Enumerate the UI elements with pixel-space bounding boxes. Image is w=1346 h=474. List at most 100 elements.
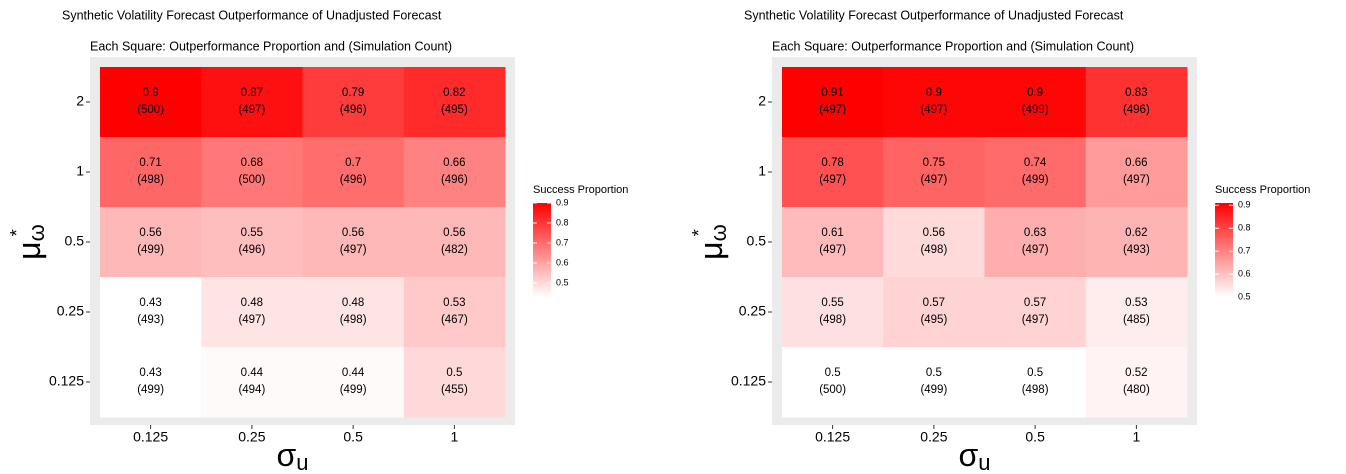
cell-value: 0.5 bbox=[825, 367, 841, 379]
cell-value: 0.91 bbox=[821, 87, 843, 99]
y-tick-label: 0.5 bbox=[65, 233, 85, 249]
cell-value: 0.61 bbox=[821, 227, 843, 239]
cell-count: (497) bbox=[238, 104, 265, 116]
cell-count: (498) bbox=[137, 174, 164, 186]
heat-cell bbox=[403, 67, 506, 138]
cell-count: (496) bbox=[238, 244, 265, 256]
cell-value: 0.56 bbox=[443, 227, 465, 239]
cell-value: 0.66 bbox=[443, 157, 465, 169]
cell-count: (499) bbox=[340, 384, 367, 396]
x-tick-label: 0.125 bbox=[133, 429, 168, 445]
legend-tick-label: 0.9 bbox=[1238, 200, 1251, 210]
y-tick-label: 2 bbox=[758, 93, 766, 109]
cell-value: 0.79 bbox=[342, 87, 364, 99]
heat-cell bbox=[201, 207, 303, 278]
cell-value: 0.56 bbox=[342, 227, 364, 239]
cell-count: (498) bbox=[340, 314, 367, 326]
cell-count: (495) bbox=[920, 314, 947, 326]
cell-count: (496) bbox=[441, 174, 468, 186]
legend-title: Success Proportion bbox=[533, 184, 628, 196]
x-tick-label: 0.25 bbox=[238, 429, 265, 445]
heat-cell bbox=[201, 347, 303, 418]
y-tick-label: 1 bbox=[76, 163, 84, 179]
cell-value: 0.83 bbox=[1125, 87, 1147, 99]
x-axis-label-main: σ bbox=[959, 437, 979, 473]
heat-cell bbox=[782, 277, 884, 348]
y-tick-label: 2 bbox=[76, 93, 84, 109]
cell-value: 0.9 bbox=[926, 87, 942, 99]
cell-value: 0.68 bbox=[241, 157, 263, 169]
x-tick-label: 1 bbox=[1132, 429, 1140, 445]
heat-cell bbox=[782, 67, 884, 138]
cell-count: (455) bbox=[441, 384, 468, 396]
heat-cell bbox=[100, 347, 202, 418]
heat-cell bbox=[100, 207, 202, 278]
cell-count: (500) bbox=[238, 174, 265, 186]
heat-cell bbox=[984, 67, 1087, 138]
heat-cell bbox=[1085, 137, 1188, 208]
heat-cell bbox=[302, 207, 405, 278]
y-tick-label: 1 bbox=[758, 163, 766, 179]
heat-cell bbox=[302, 137, 405, 208]
cell-value: 0.48 bbox=[342, 297, 364, 309]
cell-value: 0.56 bbox=[139, 227, 161, 239]
cell-value: 0.5 bbox=[446, 367, 462, 379]
cell-value: 0.75 bbox=[923, 157, 945, 169]
heat-cell bbox=[782, 347, 884, 418]
cell-count: (499) bbox=[920, 384, 947, 396]
heat-cell bbox=[984, 347, 1087, 418]
chart-subtitle: Each Square: Outperformance Proportion a… bbox=[772, 39, 1134, 53]
heat-cell bbox=[883, 347, 985, 418]
y-axis-label-main: μ bbox=[693, 241, 729, 259]
cell-count: (493) bbox=[137, 314, 164, 326]
heat-cell bbox=[1085, 277, 1188, 348]
cell-count: (498) bbox=[819, 314, 846, 326]
x-axis-label-sub: u bbox=[978, 450, 990, 474]
cell-count: (498) bbox=[920, 244, 947, 256]
heat-cell bbox=[302, 347, 405, 418]
cell-value: 0.43 bbox=[139, 367, 161, 379]
x-tick-label: 0.25 bbox=[920, 429, 947, 445]
cell-value: 0.44 bbox=[342, 367, 365, 379]
cell-value: 0.53 bbox=[443, 297, 465, 309]
x-axis-label: σu bbox=[277, 437, 309, 474]
y-axis-label: μω* bbox=[7, 224, 49, 260]
x-tick-label: 0.125 bbox=[815, 429, 850, 445]
cell-count: (485) bbox=[1123, 314, 1150, 326]
cell-value: 0.48 bbox=[241, 297, 263, 309]
legend-tick-label: 0.8 bbox=[556, 217, 569, 227]
legend-tick-label: 0.8 bbox=[1238, 223, 1251, 233]
cell-value: 0.62 bbox=[1125, 227, 1147, 239]
y-tick-label: 0.25 bbox=[57, 303, 84, 319]
cell-value: 0.87 bbox=[241, 87, 263, 99]
cell-value: 0.7 bbox=[345, 157, 361, 169]
y-tick-label: 0.5 bbox=[747, 233, 767, 249]
heat-cell bbox=[302, 277, 405, 348]
heat-cell bbox=[403, 207, 506, 278]
cell-count: (480) bbox=[1123, 384, 1150, 396]
cell-count: (500) bbox=[819, 384, 846, 396]
cell-count: (494) bbox=[238, 384, 265, 396]
cell-count: (496) bbox=[340, 174, 367, 186]
cell-count: (497) bbox=[340, 244, 367, 256]
heat-cell bbox=[201, 137, 303, 208]
cell-value: 0.9 bbox=[1027, 87, 1043, 99]
heat-cell bbox=[100, 137, 202, 208]
cell-value: 0.43 bbox=[139, 297, 161, 309]
cell-count: (499) bbox=[137, 244, 164, 256]
heat-cell bbox=[782, 207, 884, 278]
legend-tick-label: 0.9 bbox=[556, 197, 569, 207]
cell-count: (499) bbox=[137, 384, 164, 396]
heat-cell bbox=[403, 137, 506, 208]
cell-count: (496) bbox=[1123, 104, 1150, 116]
cell-count: (497) bbox=[819, 104, 846, 116]
heat-cell bbox=[1085, 207, 1188, 278]
heat-cell bbox=[883, 137, 985, 208]
heat-cell bbox=[984, 277, 1087, 348]
legend-tick-label: 0.7 bbox=[556, 237, 569, 247]
heat-cell bbox=[984, 207, 1087, 278]
cell-value: 0.74 bbox=[1024, 157, 1047, 169]
cell-count: (497) bbox=[819, 174, 846, 186]
legend-tick-label: 0.5 bbox=[1238, 291, 1251, 301]
cell-value: 0.9 bbox=[143, 87, 159, 99]
